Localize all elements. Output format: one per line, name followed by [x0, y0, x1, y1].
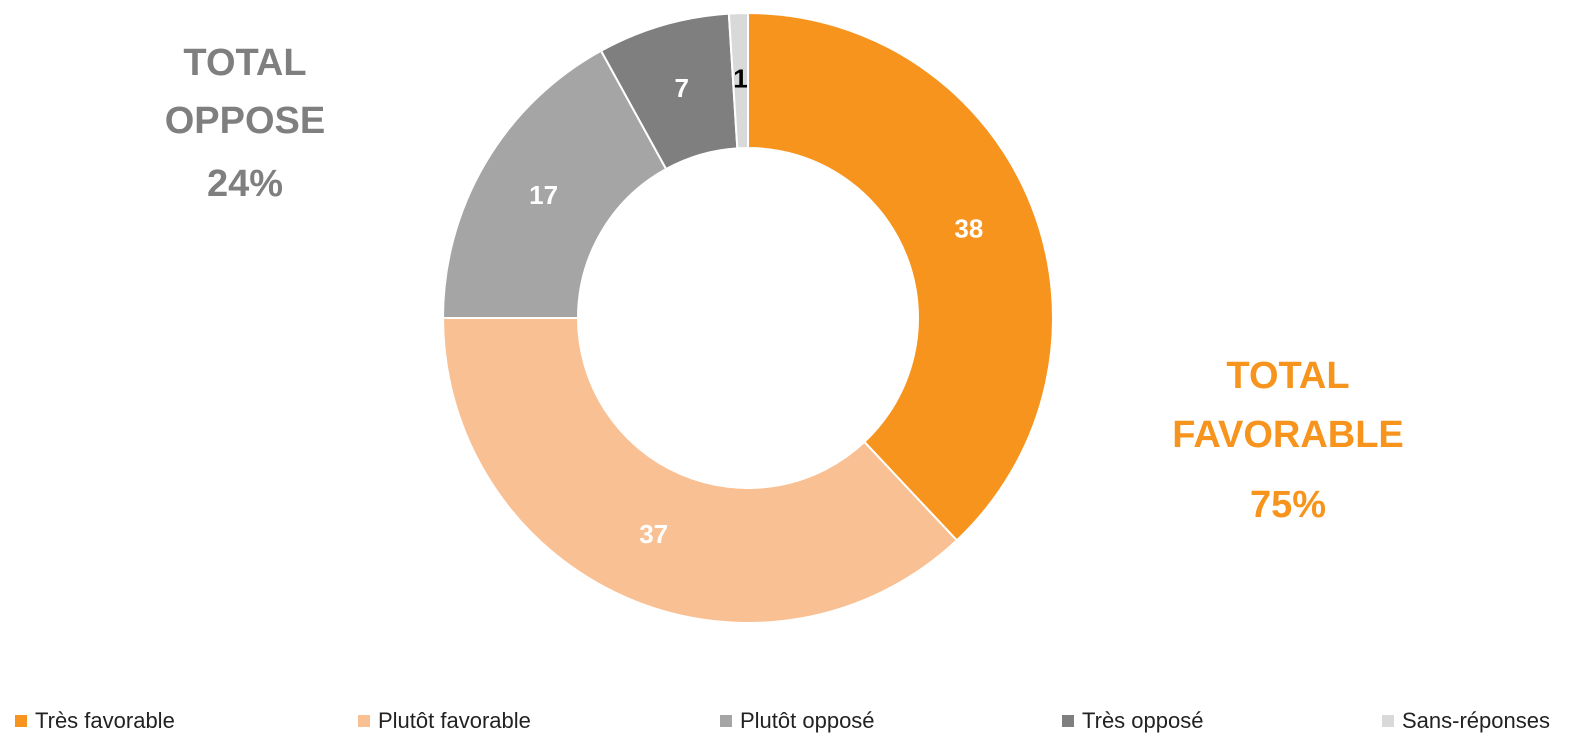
annotation: FAVORABLE: [1172, 414, 1404, 456]
legend-label: Très favorable: [35, 708, 175, 733]
donut-slice: [727, 11, 749, 150]
data-label: 1: [733, 63, 747, 93]
legend-swatch: [1062, 715, 1074, 727]
legend-label: Sans-réponses: [1402, 708, 1550, 733]
donut-slice: [747, 11, 1054, 542]
annotation: TOTAL: [183, 42, 306, 84]
legend-label: Très opposé: [1082, 708, 1203, 733]
legend-swatch: [1382, 715, 1394, 727]
donut-slice: [441, 317, 959, 624]
annotation: 75%: [1250, 484, 1326, 526]
data-label: 37: [639, 519, 668, 549]
legend-label: Plutôt favorable: [378, 708, 531, 733]
data-label: 38: [954, 213, 983, 243]
data-label: 7: [675, 73, 689, 103]
legend-swatch: [358, 715, 370, 727]
legend-swatch: [720, 715, 732, 727]
annotation: 24%: [207, 163, 283, 205]
annotation: TOTAL: [1226, 355, 1349, 397]
donut-slice: [441, 49, 668, 319]
data-label: 17: [529, 180, 558, 210]
legend-swatch: [15, 715, 27, 727]
legend-label: Plutôt opposé: [740, 708, 875, 733]
annotation: OPPOSE: [165, 100, 326, 142]
